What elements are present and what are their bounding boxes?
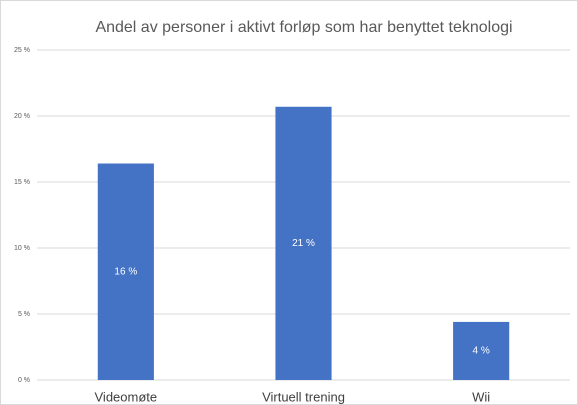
y-tick-label: 0 % bbox=[18, 377, 30, 384]
data-label: 21 % bbox=[292, 238, 315, 249]
y-tick-label: 15 % bbox=[14, 179, 30, 186]
bar bbox=[453, 321, 510, 380]
y-tick-label: 10 % bbox=[14, 245, 30, 252]
y-tick-label: 20 % bbox=[14, 113, 30, 120]
bar bbox=[275, 106, 332, 380]
data-label: 4 % bbox=[473, 346, 490, 357]
x-tick-label: Wii bbox=[472, 389, 490, 404]
y-tick-label: 5 % bbox=[18, 311, 30, 318]
bar bbox=[97, 163, 154, 380]
chart-title: Andel av personer i aktivt forløp som ha… bbox=[95, 19, 512, 36]
x-tick-label: Virtuell trening bbox=[262, 389, 345, 404]
y-tick-label: 25 % bbox=[14, 47, 30, 54]
data-label: 16 % bbox=[114, 266, 137, 277]
x-tick-label: Videomøte bbox=[95, 389, 158, 404]
